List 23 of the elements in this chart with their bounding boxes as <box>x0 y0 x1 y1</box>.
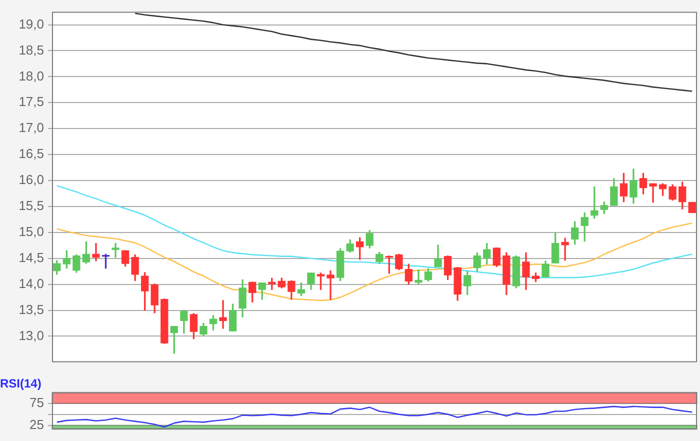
y-tick-label: 19,0 <box>18 16 44 32</box>
y-tick-label: 15,5 <box>18 198 44 214</box>
candlestick <box>219 300 227 329</box>
y-tick-label: 13,5 <box>18 302 44 317</box>
candlestick <box>649 183 657 203</box>
y-tick-label: 13,0 <box>18 328 44 343</box>
y-tick-label: 18,5 <box>18 42 44 58</box>
chart-title: RSI(14) <box>0 376 42 391</box>
candlestick <box>414 269 422 284</box>
y-tick-label: 17,5 <box>18 94 44 110</box>
y-tick-label: 18,0 <box>18 68 44 84</box>
y-tick-label: 14,0 <box>18 276 44 291</box>
candlestick <box>561 238 569 261</box>
candlestick <box>326 270 334 300</box>
candlestick <box>112 242 120 258</box>
y-tick-label: 17,0 <box>18 120 44 136</box>
y-tick-label: 14,5 <box>18 250 44 265</box>
y-tick-label: 25 <box>30 416 44 432</box>
y-tick-label: 16,0 <box>18 172 44 188</box>
y-tick-label: 75 <box>30 394 44 410</box>
y-tick-label: 15,0 <box>18 224 44 239</box>
candlestick <box>92 242 100 262</box>
y-tick-label: 16,5 <box>18 146 44 162</box>
